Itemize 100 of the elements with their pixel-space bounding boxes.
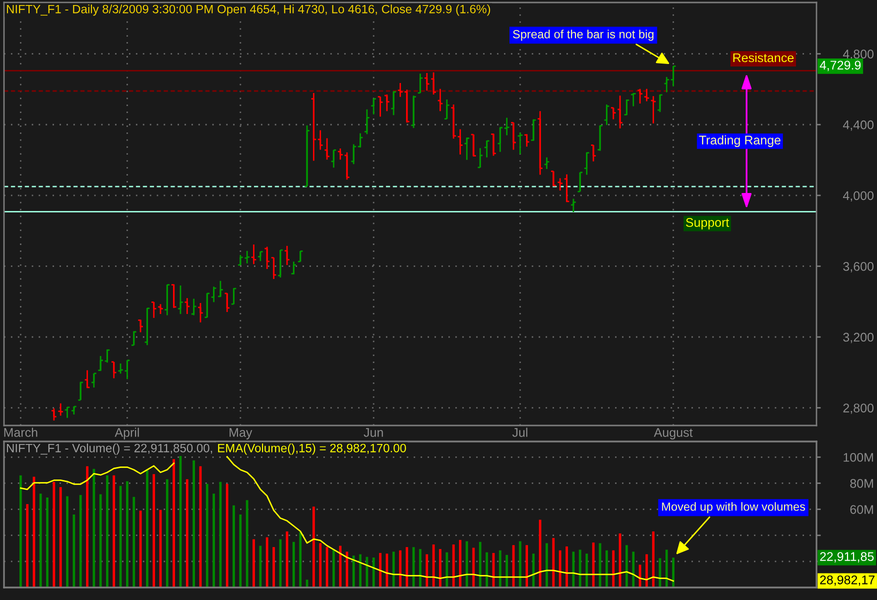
bar: [586, 554, 588, 588]
text: 22,911,85: [820, 552, 874, 562]
bar: [572, 552, 575, 588]
bar: [252, 539, 255, 588]
bar: [132, 496, 136, 588]
y-tick-label: 3,600: [843, 262, 874, 272]
bar: [359, 554, 362, 588]
bar: [592, 542, 595, 588]
bar: [552, 538, 555, 588]
bar: [292, 542, 295, 588]
bar: [439, 549, 442, 588]
bar: [266, 537, 268, 588]
bar: [99, 494, 102, 588]
bar: [486, 552, 488, 588]
text: 28,982,17: [820, 575, 874, 586]
bar: [206, 484, 208, 588]
bar: [332, 549, 335, 588]
bar: [59, 487, 62, 588]
bar: [259, 546, 262, 588]
bar: [466, 541, 468, 588]
x-tick-label: Jul: [512, 428, 528, 437]
bar: [66, 496, 68, 588]
x-tick-label: August: [654, 428, 693, 440]
y-tick-label: 60M: [850, 505, 873, 514]
bar: [386, 554, 388, 588]
ref-line-label: Resistance: [733, 52, 794, 62]
bar: [652, 531, 655, 588]
x-tick-label: May: [230, 428, 252, 440]
bar: [578, 550, 582, 588]
bar: [526, 545, 528, 588]
bar: [426, 554, 428, 588]
bar: [19, 475, 22, 588]
y-tick-label: 3,200: [843, 332, 874, 344]
bar: [672, 558, 675, 588]
bar: [312, 506, 315, 588]
bar: [446, 552, 448, 588]
bar: [232, 505, 235, 588]
bar: [546, 543, 548, 588]
bar: [339, 546, 342, 588]
bar: [352, 556, 355, 588]
bar: [372, 558, 375, 588]
chart-title: NIFTY_F1 - Daily 8/3/2009 3:30:00 PM Open 4654, Hi 4730, Lo 4616, Close 4729.9 (1.6%): [6, 4, 490, 16]
bar: [598, 543, 602, 588]
text: 4,729.9: [820, 60, 861, 72]
bar: [212, 494, 215, 588]
bar: [399, 550, 402, 588]
bar: [279, 539, 282, 588]
bar: [558, 550, 562, 588]
chart-title: NIFTY_F1 - Volume() = 22,911,850.00,: [6, 444, 212, 455]
bar: [112, 475, 116, 588]
bar: [79, 494, 82, 588]
bar: [146, 470, 148, 588]
bar: [459, 540, 462, 588]
x-tick-label: March: [4, 428, 38, 437]
bar: [299, 532, 302, 588]
bar: [92, 468, 96, 588]
bar: [645, 554, 648, 588]
bar: [432, 544, 435, 588]
bar: [606, 550, 608, 588]
bar: [625, 545, 628, 588]
bar: [478, 542, 482, 588]
chart-title: EMA(Volume(),15) = 28,982,170.00: [218, 444, 406, 455]
bar: [152, 474, 156, 588]
bar: [518, 541, 522, 588]
ref-line-label: Support: [686, 218, 730, 230]
bar: [72, 514, 76, 588]
y-tick-label: 100M: [844, 452, 873, 462]
bar: [612, 550, 615, 588]
bar: [239, 514, 242, 588]
annotation: Spread of the bar is not big: [512, 30, 654, 41]
bar: [506, 554, 508, 588]
bar: [39, 494, 42, 588]
bar: [498, 550, 502, 588]
y-tick-label: 4,800: [843, 50, 874, 60]
bar: [319, 543, 322, 588]
bar: [172, 459, 176, 588]
y-tick-label: 4,000: [843, 191, 874, 202]
bar: [566, 546, 568, 588]
bar: [379, 552, 382, 588]
annotation: Moved up with low volumes: [662, 502, 806, 514]
bar: [46, 498, 48, 588]
bar: [219, 482, 222, 588]
bar: [412, 547, 415, 588]
bar: [26, 504, 29, 588]
bar: [226, 484, 228, 588]
bar: [665, 550, 668, 588]
bar: [106, 475, 108, 588]
bar: [392, 552, 395, 588]
bar: [166, 479, 168, 588]
y-tick-label: 80M: [850, 479, 873, 488]
bar: [419, 549, 422, 588]
annotation: Trading Range: [699, 135, 780, 147]
bar: [186, 479, 188, 588]
x-tick-label: April: [114, 428, 139, 440]
bar: [126, 481, 128, 588]
y-tick-label: 4,400: [843, 120, 874, 131]
bar: [538, 520, 542, 588]
bar: [52, 482, 56, 588]
bar: [272, 547, 275, 588]
x-tick-label: Jun: [364, 428, 383, 437]
